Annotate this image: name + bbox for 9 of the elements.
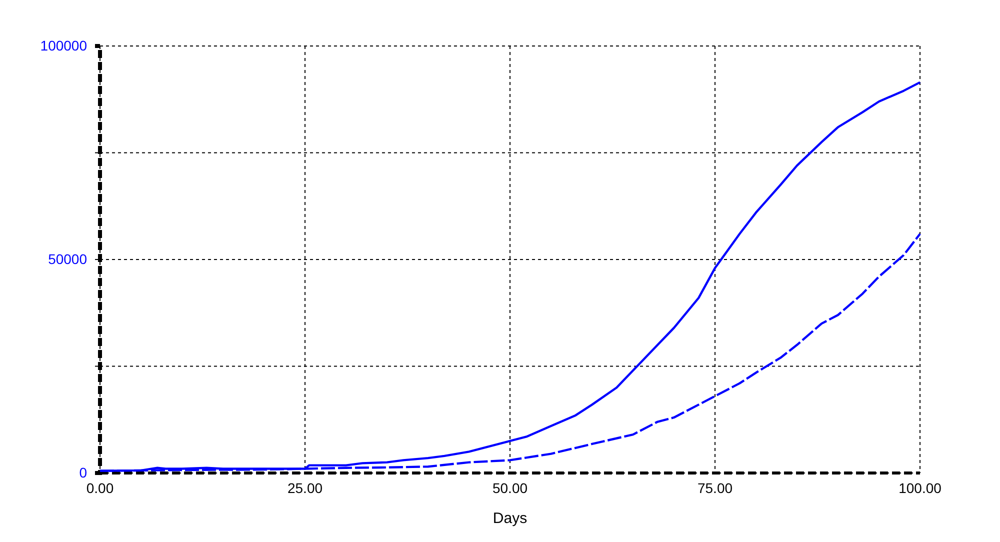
x-axis-title: Days <box>492 510 528 527</box>
x-tick-label: 0.00 <box>86 480 114 496</box>
y-tick-label: 0 <box>79 464 88 480</box>
x-tick-label: 75.00 <box>697 480 733 496</box>
y-tick-label: 50000 <box>48 250 88 267</box>
y-tick-label: 100000 <box>40 37 88 54</box>
x-tick-label: 25.00 <box>287 480 323 496</box>
x-tick-label: 50.00 <box>492 480 528 496</box>
x-tick-label: 100.00 <box>898 480 942 496</box>
